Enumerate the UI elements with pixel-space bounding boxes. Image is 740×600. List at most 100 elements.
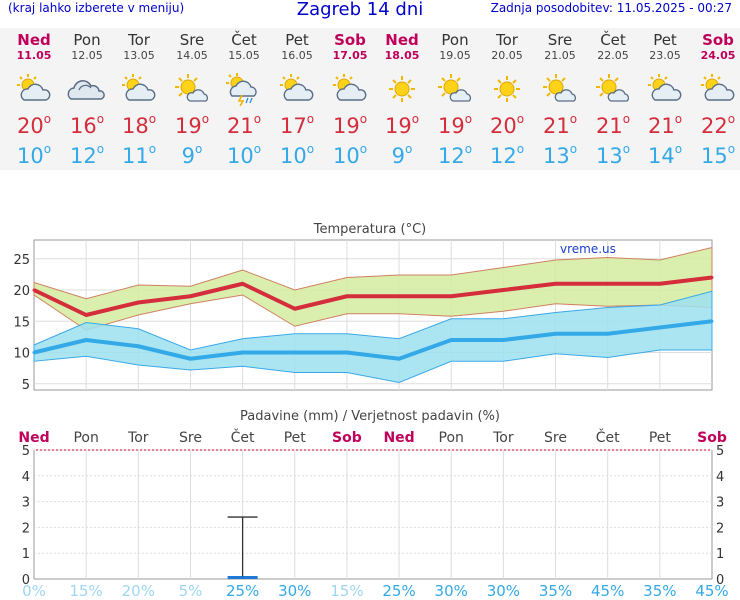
sun-icon xyxy=(481,72,533,106)
day-date: 18.05 xyxy=(384,49,420,62)
degree-sign: o xyxy=(622,142,631,156)
x-tick-label: Ned xyxy=(18,430,49,446)
max-temperature: 21o xyxy=(639,112,691,138)
range-band xyxy=(33,290,713,384)
min-temperature-value: 10 xyxy=(332,144,360,168)
sun-cloud-icon xyxy=(692,72,740,106)
data-point xyxy=(241,351,245,354)
data-point xyxy=(554,282,558,286)
probability-label: 45% xyxy=(591,582,624,596)
data-point xyxy=(84,338,88,342)
x-tick-label: Čet xyxy=(596,428,620,446)
min-temperature-value: 9 xyxy=(181,144,196,168)
probability-label: 15% xyxy=(330,582,363,596)
data-point xyxy=(136,344,140,348)
x-tick-label: Sre xyxy=(544,430,567,446)
max-temperature-value: 19 xyxy=(332,114,360,138)
chart-title: Temperatura (°C) xyxy=(313,222,426,237)
day-date: 14.05 xyxy=(176,49,208,62)
max-temperature-value: 22 xyxy=(700,114,728,138)
watermark: vreme.us xyxy=(560,242,616,256)
min-temperature-value: 12 xyxy=(489,144,517,168)
max-temperature: 16o xyxy=(61,112,113,138)
day-name: Tor xyxy=(496,31,518,49)
page-title: Zagreb 14 dni xyxy=(296,0,424,20)
degree-sign: o xyxy=(727,142,736,156)
sun-small-cloud-icon xyxy=(534,72,586,106)
y-tick-label: 4 xyxy=(22,470,30,485)
data-point xyxy=(658,282,662,286)
day-header: Pet 23.05 xyxy=(639,32,691,63)
degree-sign: o xyxy=(464,112,473,126)
degree-sign: o xyxy=(569,142,578,156)
sun-cloud-icon xyxy=(113,72,165,106)
y-tick-label: 1 xyxy=(22,547,30,562)
day-date: 16.05 xyxy=(281,49,313,62)
data-point xyxy=(658,326,662,329)
data-point xyxy=(241,282,245,286)
y-tick-label: 2 xyxy=(22,521,30,536)
y-tick-label-right: 3 xyxy=(716,496,724,511)
day-header: Sre 14.05 xyxy=(166,32,218,63)
min-temperature-value: 14 xyxy=(647,144,675,168)
min-temperature-value: 9 xyxy=(391,144,406,168)
data-point xyxy=(293,351,297,354)
max-temperature: 19o xyxy=(376,112,428,138)
min-temperature-value: 15 xyxy=(700,144,728,168)
degree-sign: o xyxy=(43,112,52,126)
min-temperature-value: 13 xyxy=(595,144,623,168)
day-header: Ned 11.05 xyxy=(8,32,60,63)
min-temperature: 10o xyxy=(218,142,270,168)
data-point xyxy=(32,288,36,292)
probability-label: 30% xyxy=(487,582,520,596)
day-header: Sob 24.05 xyxy=(692,31,740,63)
day-header: Čet 22.05 xyxy=(587,32,639,63)
degree-sign: o xyxy=(464,142,473,156)
x-tick-label: Pon xyxy=(73,430,98,446)
data-point xyxy=(710,319,714,323)
max-temperature: 19o xyxy=(166,112,218,138)
x-tick-label: Tor xyxy=(127,430,149,446)
day-name: Sob xyxy=(702,31,734,49)
location-hint[interactable]: (kraj lahko izberete v meniju) xyxy=(8,1,185,15)
day-header: Sob 17.05 xyxy=(324,32,376,63)
header: (kraj lahko izberete v meniju) Zagreb 14… xyxy=(0,0,740,22)
day-date: 17.05 xyxy=(332,49,368,62)
degree-sign: o xyxy=(674,112,683,126)
data-point xyxy=(188,294,192,298)
last-updated: Zadnja posodobitev: 11.05.2025 - 00:27 xyxy=(490,1,732,15)
max-temperature-value: 18 xyxy=(121,114,149,138)
probability-label: 25% xyxy=(226,582,259,596)
day-date: 19.05 xyxy=(439,49,471,62)
max-temperature-value: 17 xyxy=(279,114,307,138)
precipitation-chart: Padavine (mm) / Verjetnost padavin (%) Ne… xyxy=(18,409,728,596)
precip-bar xyxy=(227,576,258,579)
degree-sign: o xyxy=(148,142,157,156)
day-date: 13.05 xyxy=(123,49,155,62)
day-date: 22.05 xyxy=(597,49,629,62)
y-tick-label: 10 xyxy=(13,347,30,362)
max-temperature-value: 21 xyxy=(647,114,675,138)
degree-sign: o xyxy=(516,142,525,156)
y-tick-label-right: 1 xyxy=(716,547,724,562)
max-temperature: 22o xyxy=(692,112,740,138)
x-tick-label: Pet xyxy=(649,430,672,446)
max-temperature: 21o xyxy=(218,112,270,138)
min-temperature: 10o xyxy=(8,142,60,168)
degree-sign: o xyxy=(405,142,413,156)
degree-sign: o xyxy=(253,112,262,126)
probability-label: 25% xyxy=(382,582,415,596)
cloud-icon xyxy=(61,72,113,106)
degree-sign: o xyxy=(727,112,736,126)
max-temperature: 19o xyxy=(429,112,481,138)
max-temperature: 19o xyxy=(324,112,376,138)
degree-sign: o xyxy=(43,142,52,156)
min-temperature: 11o xyxy=(113,142,165,168)
data-point xyxy=(84,313,88,317)
min-temperature-value: 12 xyxy=(69,144,97,168)
y-tick-label-right: 0 xyxy=(716,573,724,588)
min-temperature: 10o xyxy=(324,142,376,168)
day-header: Pon 19.05 xyxy=(429,32,481,63)
day-name: Tor xyxy=(128,31,150,49)
degree-sign: o xyxy=(201,112,210,126)
